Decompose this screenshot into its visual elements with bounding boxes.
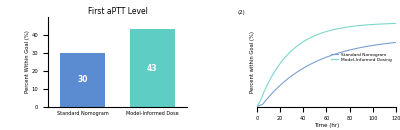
Text: 30: 30: [78, 75, 88, 84]
Model-Informed Dosing: [254, 106, 259, 107]
Standard Nomogram: [316, 60, 320, 61]
Model-Informed Dosing: [394, 23, 398, 24]
Standard Nomogram: [363, 46, 368, 47]
Standard Nomogram: [350, 49, 355, 50]
Bar: [60, 53, 106, 107]
Standard Nomogram: [269, 94, 274, 95]
Standard Nomogram: [311, 62, 316, 64]
Legend: Standard Nomogram, Model-Informed Dosing: Standard Nomogram, Model-Informed Dosing: [329, 51, 394, 64]
Model-Informed Dosing: [366, 24, 370, 26]
Bar: [130, 30, 175, 107]
Standard Nomogram: [254, 106, 259, 107]
Title: First aPTT Level: First aPTT Level: [88, 7, 148, 16]
Line: Standard Nomogram: Standard Nomogram: [257, 42, 396, 107]
Standard Nomogram: [394, 42, 398, 43]
Text: 43: 43: [147, 64, 158, 73]
Y-axis label: Percent within Goal (%): Percent within Goal (%): [250, 31, 256, 93]
Model-Informed Dosing: [269, 77, 274, 79]
Standard Nomogram: [366, 46, 370, 47]
Y-axis label: Percent Within Goal (%): Percent Within Goal (%): [25, 30, 30, 93]
Model-Informed Dosing: [316, 34, 320, 35]
Model-Informed Dosing: [311, 36, 316, 37]
X-axis label: Time (hr): Time (hr): [314, 123, 339, 128]
Model-Informed Dosing: [350, 26, 355, 27]
Model-Informed Dosing: [363, 24, 368, 26]
Line: Model-Informed Dosing: Model-Informed Dosing: [257, 23, 396, 107]
Text: (2): (2): [237, 10, 245, 15]
